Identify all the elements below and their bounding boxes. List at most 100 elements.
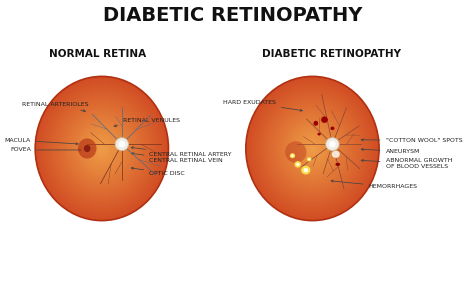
Ellipse shape [95, 141, 109, 156]
Ellipse shape [287, 121, 337, 176]
Ellipse shape [291, 125, 334, 172]
Ellipse shape [99, 145, 105, 152]
Ellipse shape [286, 120, 339, 177]
Ellipse shape [264, 96, 361, 201]
Ellipse shape [303, 168, 308, 172]
Ellipse shape [302, 138, 322, 159]
Ellipse shape [57, 100, 147, 197]
Ellipse shape [44, 86, 160, 211]
Ellipse shape [329, 141, 336, 147]
Ellipse shape [271, 103, 354, 194]
Ellipse shape [45, 87, 158, 210]
Ellipse shape [52, 94, 152, 203]
Ellipse shape [308, 143, 318, 154]
Ellipse shape [321, 116, 328, 123]
Ellipse shape [290, 153, 295, 158]
Text: RETINAL VENULES: RETINAL VENULES [114, 118, 180, 127]
Ellipse shape [48, 91, 155, 206]
Ellipse shape [54, 96, 150, 201]
Ellipse shape [307, 157, 311, 162]
Ellipse shape [42, 84, 162, 213]
Text: ANEURYSM: ANEURYSM [361, 148, 420, 154]
Ellipse shape [296, 130, 329, 167]
Text: CENTRAL RETINAL VEIN: CENTRAL RETINAL VEIN [131, 153, 223, 163]
Ellipse shape [69, 113, 135, 184]
Ellipse shape [294, 161, 301, 168]
Ellipse shape [284, 118, 341, 179]
Ellipse shape [299, 134, 326, 163]
Ellipse shape [64, 107, 140, 190]
Ellipse shape [67, 111, 137, 186]
Ellipse shape [266, 98, 359, 199]
Ellipse shape [330, 127, 335, 130]
Ellipse shape [289, 123, 336, 174]
Ellipse shape [87, 132, 117, 165]
Ellipse shape [283, 116, 342, 181]
Ellipse shape [37, 78, 167, 219]
Text: NORMAL RETINA: NORMAL RETINA [49, 49, 146, 59]
Ellipse shape [256, 87, 369, 210]
Ellipse shape [115, 138, 128, 151]
Ellipse shape [291, 154, 294, 157]
Ellipse shape [274, 107, 351, 190]
Ellipse shape [281, 114, 344, 183]
Ellipse shape [246, 76, 379, 221]
Ellipse shape [89, 134, 115, 163]
Text: DIABETIC RETINOPATHY: DIABETIC RETINOPATHY [103, 7, 363, 25]
Ellipse shape [313, 121, 318, 126]
Ellipse shape [60, 103, 144, 194]
Ellipse shape [279, 113, 346, 184]
Ellipse shape [83, 129, 120, 168]
Ellipse shape [118, 141, 125, 147]
Ellipse shape [259, 91, 366, 206]
Ellipse shape [267, 100, 357, 197]
Ellipse shape [247, 78, 377, 219]
Ellipse shape [292, 127, 332, 170]
Text: HARD EXUDATES: HARD EXUDATES [223, 100, 302, 111]
Ellipse shape [92, 138, 112, 159]
Ellipse shape [78, 138, 97, 159]
Ellipse shape [285, 141, 307, 163]
Text: ABNORMAL GROWTH
OF BLOOD VESSELS: ABNORMAL GROWTH OF BLOOD VESSELS [361, 158, 452, 169]
Ellipse shape [254, 86, 371, 211]
Ellipse shape [309, 145, 316, 152]
Ellipse shape [277, 111, 347, 186]
Ellipse shape [35, 76, 168, 221]
Text: DIABETIC RETINOPATHY: DIABETIC RETINOPATHY [262, 49, 401, 59]
Ellipse shape [47, 89, 157, 208]
Text: RETINAL ARTERIOLES: RETINAL ARTERIOLES [22, 102, 89, 112]
Ellipse shape [257, 89, 367, 208]
Ellipse shape [332, 151, 340, 158]
Ellipse shape [70, 114, 134, 183]
Text: HEMORRHAGES: HEMORRHAGES [331, 180, 417, 189]
Ellipse shape [50, 93, 154, 204]
Ellipse shape [269, 102, 356, 195]
Ellipse shape [75, 120, 128, 177]
Ellipse shape [311, 147, 314, 150]
Ellipse shape [82, 127, 122, 170]
Ellipse shape [85, 130, 118, 167]
Ellipse shape [38, 80, 165, 217]
Ellipse shape [73, 118, 130, 179]
Ellipse shape [79, 123, 125, 174]
Ellipse shape [263, 94, 363, 203]
Ellipse shape [253, 84, 373, 213]
Text: CENTRAL RETINAL ARTERY: CENTRAL RETINAL ARTERY [131, 147, 232, 157]
Text: FOVEA: FOVEA [10, 147, 81, 152]
Ellipse shape [80, 125, 124, 172]
Ellipse shape [90, 136, 113, 161]
Ellipse shape [296, 163, 300, 166]
Ellipse shape [261, 93, 364, 204]
Circle shape [336, 163, 340, 166]
Ellipse shape [326, 138, 339, 151]
Text: OPTIC DISC: OPTIC DISC [131, 167, 185, 176]
Ellipse shape [301, 166, 310, 174]
Ellipse shape [276, 109, 349, 188]
Ellipse shape [84, 145, 91, 152]
Ellipse shape [65, 109, 138, 188]
Ellipse shape [304, 140, 321, 157]
Ellipse shape [93, 140, 110, 157]
Ellipse shape [251, 82, 374, 215]
Ellipse shape [62, 105, 142, 192]
Ellipse shape [55, 98, 148, 199]
